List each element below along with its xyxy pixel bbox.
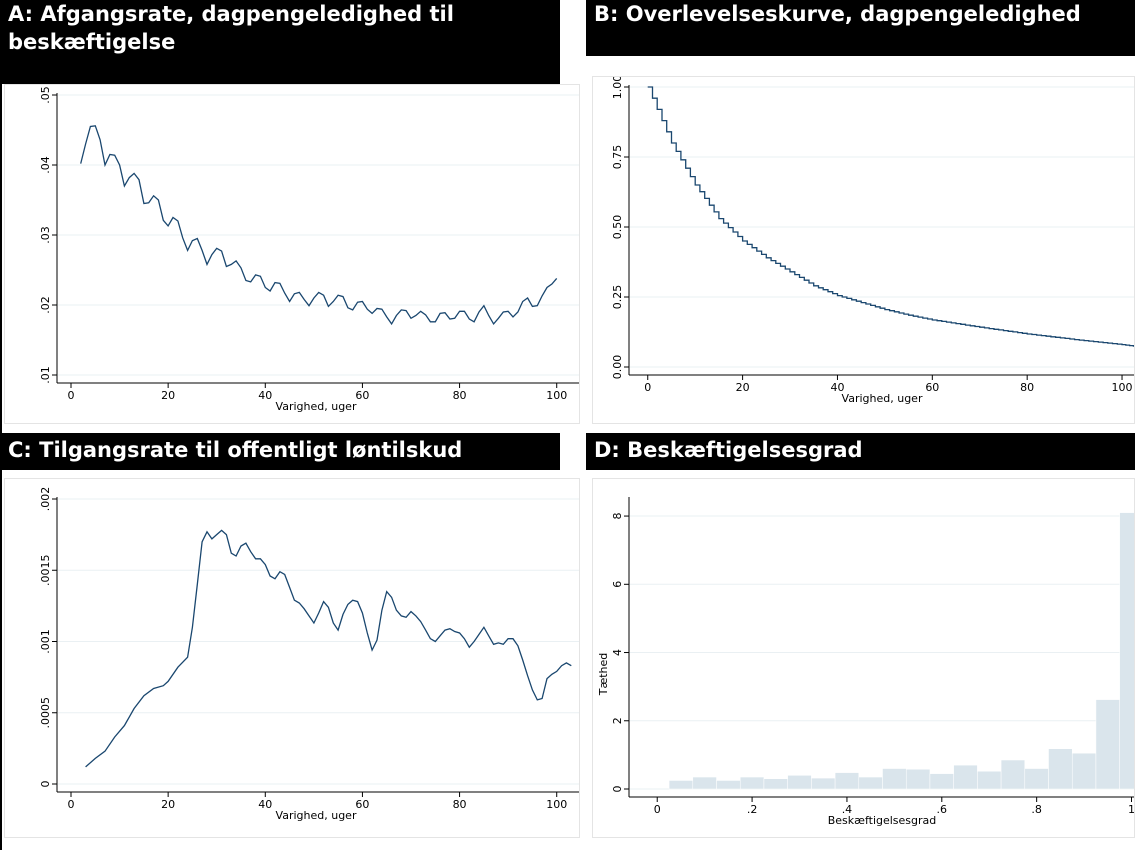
x-tick-label: 100	[546, 798, 567, 811]
histogram-bar	[763, 778, 788, 790]
panel-b-header: B: Overlevelseskurve, dagpengeledighed	[586, 0, 1135, 56]
y-tick-label: 0	[39, 781, 52, 788]
y-tick-label: 1.00	[611, 77, 624, 99]
histogram-bar	[1000, 759, 1026, 790]
y-tick-label: 0	[611, 786, 624, 793]
histogram-bar	[668, 780, 694, 790]
x-tick-label: 0	[654, 803, 661, 816]
panel-c-title: C: Tilgangsrate til offentligt løntilsku…	[8, 438, 463, 462]
y-tick-label: .01	[39, 366, 52, 384]
series-line	[80, 125, 558, 326]
y-tick-label: .03	[39, 226, 52, 244]
x-tick-label: 60	[355, 389, 369, 402]
x-tick-label: 0	[644, 381, 651, 394]
histogram-bar	[1048, 748, 1073, 790]
y-tick-label: .001	[39, 629, 52, 654]
y-tick-label: 0.00	[611, 355, 624, 380]
x-tick-label: 100	[1112, 381, 1133, 394]
x-tick-label: 20	[161, 798, 175, 811]
histogram-bar	[858, 776, 883, 790]
chart-a: .01 .02 .03 .04 .05 0 20 40 60 80 100 Varighed, uge…	[39, 86, 579, 413]
chart-a-panel: .01 .02 .03 .04 .05 0 20 40 60 80 100 Varighed, uge…	[4, 84, 580, 424]
x-axis-title: Varighed, uger	[842, 392, 923, 405]
y-tick-label: 8	[611, 513, 624, 520]
x-tick-label: 60	[925, 381, 939, 394]
x-tick-label: 100	[546, 389, 567, 402]
y-tick-label: 4	[611, 649, 624, 656]
y-tick-label: 6	[611, 581, 624, 588]
x-tick-label: 80	[1020, 381, 1034, 394]
panel-d-title: D: Beskæftigelsesgrad	[594, 438, 863, 462]
x-tick-label: 40	[258, 798, 272, 811]
histogram-bar	[929, 773, 954, 790]
chart-b: 0.00 0.25 0.50 0.75 1.00 0 20 40 60 80 100 Varighed…	[611, 77, 1134, 405]
histogram-bar	[977, 771, 1002, 790]
y-tick-label: 0.50	[611, 215, 624, 240]
x-tick-label: 40	[830, 381, 844, 394]
histogram-bar	[811, 777, 836, 790]
y-tick-label: .0005	[39, 697, 52, 729]
histogram-bar	[1095, 699, 1120, 790]
x-tick-label: 80	[453, 798, 467, 811]
y-tick-label: .002	[39, 487, 52, 512]
x-tick-label: .8	[1031, 803, 1042, 816]
y-tick-label: .05	[39, 86, 52, 104]
y-tick-label: 0.25	[611, 285, 624, 310]
x-tick-label: 20	[161, 389, 175, 402]
y-tick-label: 0.75	[611, 145, 624, 170]
x-tick-label: 40	[258, 389, 272, 402]
panel-c-header: C: Tilgangsrate til offentligt løntilsku…	[0, 433, 560, 470]
panel-a-header: A: Afgangsrate, dagpengeledighed til bes…	[0, 0, 560, 84]
histogram-bar	[953, 764, 978, 790]
x-axis-title: Varighed, uger	[276, 809, 357, 822]
chart-c: 0 .0005 .001 .0015 .002 0 20 40 60 80 100 Varighed,…	[39, 487, 579, 822]
histogram-bar	[787, 775, 812, 790]
x-tick-label: 60	[355, 798, 369, 811]
panel-a-title: A: Afgangsrate, dagpengeledighed til bes…	[8, 2, 454, 54]
histogram-bar	[692, 776, 717, 790]
histogram-bar	[834, 772, 860, 790]
chart-d-panel: 0 2 4 6 8 0 .2 .4 .6 .8 1 Beskæftigelsesgrad Tæthed	[592, 478, 1135, 838]
y-tick-label: .04	[39, 156, 52, 174]
histogram-bar	[1071, 752, 1097, 790]
x-axis-title: Varighed, uger	[276, 400, 357, 413]
x-axis-title: Beskæftigelsesgrad	[828, 814, 937, 827]
series-line	[85, 529, 572, 768]
histogram-bar	[1119, 512, 1134, 790]
y-axis-title: Tæthed	[597, 653, 610, 697]
x-tick-label: 20	[736, 381, 750, 394]
chart-d: 0 2 4 6 8 0 .2 .4 .6 .8 1 Beskæftigelsesgrad Tæthed	[597, 497, 1135, 827]
x-tick-label: .2	[747, 803, 758, 816]
left-border-line	[0, 0, 2, 850]
histogram-bar	[1024, 768, 1049, 790]
x-tick-label: 1	[1128, 803, 1135, 816]
chart-b-panel: 0.00 0.25 0.50 0.75 1.00 0 20 40 60 80 100 Varighed…	[592, 76, 1135, 424]
y-tick-label: .02	[39, 296, 52, 314]
histogram-bar	[716, 780, 741, 790]
panel-b-title: B: Overlevelseskurve, dagpengeledighed	[594, 2, 1081, 26]
series-line	[647, 86, 1134, 347]
chart-c-panel: 0 .0005 .001 .0015 .002 0 20 40 60 80 100 Varighed,…	[4, 478, 580, 838]
x-tick-label: .6	[937, 803, 948, 816]
histogram-bar	[882, 768, 907, 790]
panel-d-header: D: Beskæftigelsesgrad	[586, 433, 1135, 470]
x-tick-label: 80	[453, 389, 467, 402]
histogram-bar	[905, 768, 931, 790]
y-tick-label: 2	[611, 717, 624, 724]
y-tick-label: .0015	[39, 555, 52, 587]
x-tick-label: .4	[842, 803, 853, 816]
x-tick-label: 0	[68, 798, 75, 811]
x-tick-label: 0	[68, 389, 75, 402]
histogram-bar	[739, 776, 765, 790]
